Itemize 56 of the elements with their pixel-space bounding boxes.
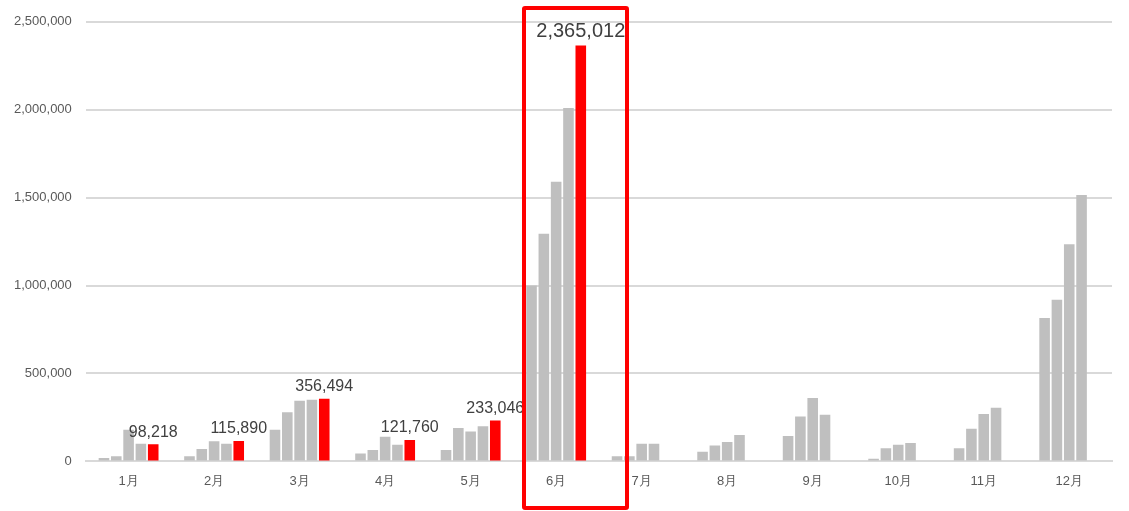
bar bbox=[440, 449, 452, 461]
data-label: 98,218 bbox=[128, 422, 178, 440]
y-tick-label: 2,000,000 bbox=[13, 101, 72, 117]
x-tick-label: 1月 bbox=[118, 472, 139, 488]
x-tick-label: 7月 bbox=[631, 472, 652, 488]
x-tick-label: 5月 bbox=[460, 472, 481, 488]
bar bbox=[367, 449, 379, 461]
data-label: 356,494 bbox=[295, 377, 354, 395]
x-tick-label: 6月 bbox=[546, 472, 567, 488]
y-tick-label: 2,500,000 bbox=[13, 13, 72, 29]
bar bbox=[953, 448, 965, 461]
x-tick-label: 4月 bbox=[375, 472, 396, 488]
bar bbox=[526, 285, 537, 461]
bar bbox=[318, 398, 330, 461]
bar bbox=[221, 443, 232, 461]
x-tick-label: 10月 bbox=[884, 472, 912, 488]
y-tick-label: 1,500,000 bbox=[13, 189, 72, 205]
bar bbox=[734, 435, 745, 461]
bar bbox=[269, 429, 281, 461]
bar bbox=[1051, 299, 1063, 461]
bar bbox=[563, 107, 574, 461]
bar bbox=[379, 436, 391, 461]
bar bbox=[697, 451, 708, 461]
data-label: 121,760 bbox=[380, 418, 439, 436]
bar bbox=[208, 441, 220, 461]
bar bbox=[147, 444, 159, 461]
bar bbox=[355, 453, 366, 461]
x-tick-label: 3月 bbox=[289, 472, 310, 488]
y-tick-label: 1,000,000 bbox=[13, 277, 72, 293]
bar bbox=[1039, 318, 1050, 461]
y-tick-label: 0 bbox=[64, 452, 72, 468]
data-label: 115,890 bbox=[210, 419, 268, 437]
bar bbox=[782, 435, 794, 461]
x-tick-label: 9月 bbox=[802, 472, 823, 488]
bar bbox=[721, 442, 733, 461]
bar bbox=[489, 420, 501, 461]
x-tick-label: 8月 bbox=[717, 472, 738, 488]
bar bbox=[233, 441, 245, 461]
bar bbox=[819, 414, 831, 461]
y-tick-label: 500,000 bbox=[24, 365, 72, 381]
bar bbox=[392, 444, 403, 461]
bar bbox=[135, 443, 147, 461]
bar bbox=[990, 407, 1002, 461]
bar bbox=[575, 45, 587, 461]
bar bbox=[550, 181, 562, 461]
bar bbox=[306, 399, 318, 461]
data-label: 2,365,012 bbox=[536, 19, 626, 42]
data-label: 233,046 bbox=[466, 398, 525, 416]
bar bbox=[477, 426, 489, 461]
bar bbox=[404, 439, 416, 461]
x-tick-label: 2月 bbox=[203, 472, 225, 488]
x-tick-label: 12月 bbox=[1055, 472, 1083, 488]
bar bbox=[880, 448, 892, 461]
bar bbox=[648, 443, 660, 461]
bar bbox=[538, 233, 550, 461]
x-tick-label: 11月 bbox=[970, 472, 997, 488]
